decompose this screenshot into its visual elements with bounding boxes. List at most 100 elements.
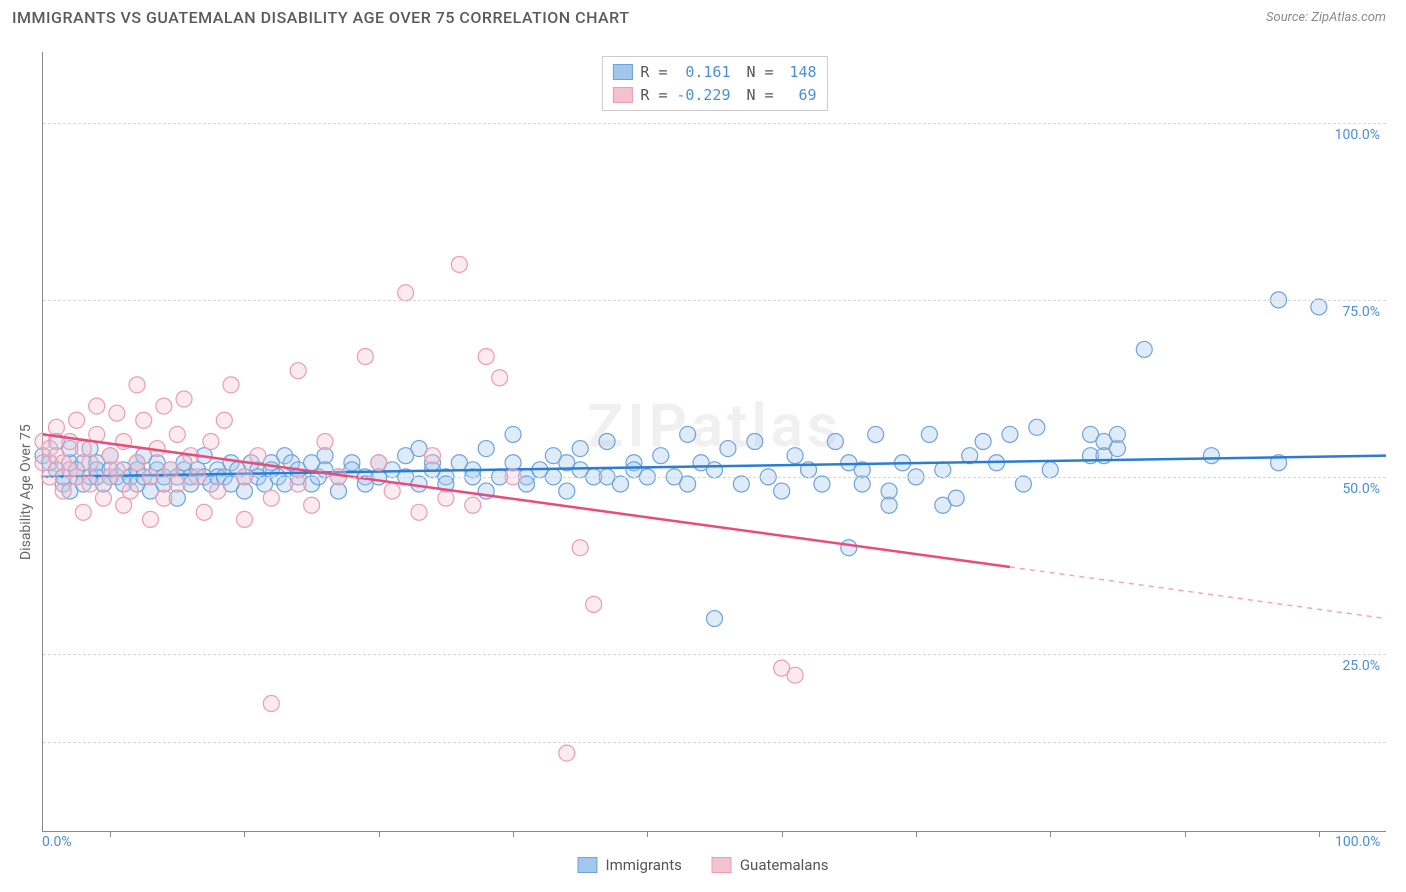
data-point [169,476,185,492]
data-point [129,455,145,471]
data-point [424,448,440,464]
series-swatch [612,87,632,103]
data-point [142,511,158,527]
plot-area: ZIPatlas R =0.161N =148R =-0.229N =69 25… [42,52,1386,832]
stat-label: N = [747,61,774,84]
data-point [102,448,118,464]
data-point [465,497,481,513]
data-point [317,434,333,450]
data-point [921,426,937,442]
data-point [290,363,306,379]
regression-line [43,434,1010,567]
data-point [868,426,884,442]
data-point [75,441,91,457]
y-grid-label: 25.0% [1342,658,1380,674]
data-point [747,434,763,450]
data-point [398,285,414,301]
data-point [653,448,669,464]
data-point [612,476,628,492]
data-point [975,434,991,450]
data-point [720,441,736,457]
data-point [1109,426,1125,442]
data-point [48,419,64,435]
data-point [55,483,71,499]
data-point [599,434,615,450]
data-point [156,398,172,414]
data-point [935,462,951,478]
legend-swatch [712,857,732,873]
x-axis-label: 0.0% [42,834,72,850]
data-point [572,441,588,457]
data-point [438,490,454,506]
stat-label: N = [747,84,774,107]
data-point [478,349,494,365]
data-point [1029,419,1045,435]
data-point [827,434,843,450]
data-point [1042,462,1058,478]
data-point [559,483,575,499]
y-grid-label: 50.0% [1342,481,1380,497]
data-point [109,405,125,421]
data-point [787,448,803,464]
x-axis-labels: 0.0% 100.0% [42,834,1386,854]
data-point [881,497,897,513]
data-point [411,504,427,520]
data-point [559,745,575,761]
data-point [1002,426,1018,442]
data-point [492,370,508,386]
data-point [223,377,239,393]
data-point [948,490,964,506]
data-point [250,448,266,464]
stats-legend-box: R =0.161N =148R =-0.229N =69 [601,56,827,111]
data-point [814,476,830,492]
gridline [43,477,1386,478]
data-point [75,504,91,520]
data-point [129,377,145,393]
data-point [586,596,602,612]
series-swatch [612,64,632,80]
data-point [136,412,152,428]
stat-label: R = [640,61,667,84]
data-point [774,483,790,499]
data-point [236,511,252,527]
data-point [216,412,232,428]
gridline [43,742,1386,743]
data-point [116,497,132,513]
data-point [1203,448,1219,464]
gridline [43,300,1386,301]
data-point [384,483,400,499]
regression-line-extrapolated [1010,567,1386,619]
data-point [371,455,387,471]
data-point [263,696,279,712]
data-point [82,455,98,471]
data-point [69,412,85,428]
data-point [707,611,723,627]
data-point [707,462,723,478]
stats-row: R =-0.229N =69 [612,84,816,107]
data-point [478,441,494,457]
data-point [1015,476,1031,492]
data-point [169,426,185,442]
data-point [1311,299,1327,315]
data-point [89,398,105,414]
stats-row: R =0.161N =148 [612,61,816,84]
gridline [43,654,1386,655]
data-point [196,504,212,520]
y-grid-label: 100.0% [1335,127,1380,143]
data-point [451,256,467,272]
data-point [263,490,279,506]
data-point [787,667,803,683]
legend-swatch [578,857,598,873]
y-axis-label: Disability Age Over 75 [18,424,34,560]
scatter-svg [43,52,1386,831]
chart-title: IMMIGRANTS VS GUATEMALAN DISABILITY AGE … [12,8,629,27]
data-point [82,476,98,492]
x-axis-label: 100.0% [1335,834,1380,850]
gridline [43,123,1386,124]
data-point [505,426,521,442]
data-point [290,476,306,492]
data-point [176,391,192,407]
data-point [122,483,138,499]
data-point [841,540,857,556]
data-point [95,490,111,506]
